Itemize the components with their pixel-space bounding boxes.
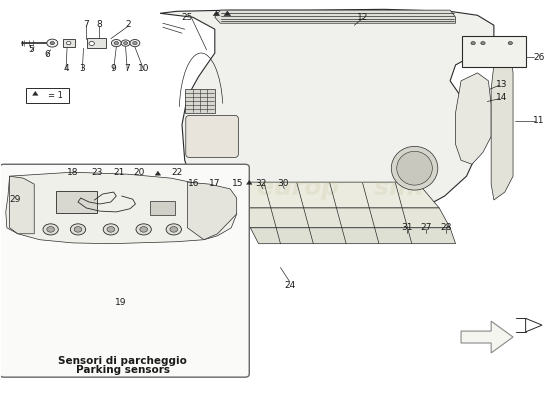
Polygon shape [215, 10, 455, 23]
Text: 16: 16 [188, 179, 200, 188]
Text: 31: 31 [402, 222, 413, 232]
Circle shape [508, 42, 513, 45]
Text: 7: 7 [124, 64, 130, 73]
Circle shape [47, 227, 54, 232]
Circle shape [481, 42, 485, 45]
Text: 21: 21 [113, 168, 125, 178]
Text: 17: 17 [209, 179, 221, 188]
FancyBboxPatch shape [0, 164, 249, 377]
Circle shape [103, 224, 118, 235]
Circle shape [47, 39, 58, 47]
Text: 4: 4 [63, 64, 69, 73]
Circle shape [89, 42, 95, 46]
Text: 27: 27 [420, 222, 432, 232]
Ellipse shape [397, 151, 432, 185]
Text: 24: 24 [284, 280, 295, 290]
Text: 10: 10 [138, 64, 150, 73]
Text: 6: 6 [44, 50, 50, 59]
Polygon shape [9, 176, 34, 234]
Circle shape [471, 42, 475, 45]
Text: 25: 25 [182, 13, 193, 22]
FancyBboxPatch shape [186, 115, 238, 158]
Polygon shape [461, 321, 513, 353]
Text: 22: 22 [171, 168, 182, 178]
Text: = 1: = 1 [48, 91, 63, 100]
Text: 7: 7 [84, 20, 89, 29]
FancyBboxPatch shape [461, 36, 526, 66]
Circle shape [136, 224, 151, 235]
FancyBboxPatch shape [63, 39, 75, 47]
Text: 32: 32 [255, 179, 266, 188]
FancyBboxPatch shape [87, 38, 106, 48]
Polygon shape [236, 208, 450, 228]
Circle shape [140, 227, 147, 232]
Circle shape [112, 40, 121, 47]
Text: 13: 13 [496, 80, 507, 88]
Ellipse shape [391, 146, 438, 190]
Polygon shape [6, 172, 236, 244]
Polygon shape [250, 228, 455, 244]
Circle shape [43, 224, 58, 235]
Circle shape [107, 227, 114, 232]
Circle shape [121, 40, 130, 46]
Text: 11: 11 [533, 116, 544, 125]
Polygon shape [155, 171, 161, 175]
Circle shape [114, 42, 118, 45]
Text: 23: 23 [91, 168, 103, 178]
Text: 18: 18 [67, 168, 78, 178]
Circle shape [166, 224, 182, 235]
Text: europ    sim: europ sim [257, 176, 424, 200]
Polygon shape [218, 182, 439, 208]
Text: 29: 29 [9, 196, 21, 204]
Polygon shape [188, 182, 236, 240]
Polygon shape [213, 11, 220, 16]
Text: 19: 19 [115, 298, 126, 307]
Circle shape [74, 227, 82, 232]
FancyBboxPatch shape [185, 89, 215, 113]
Text: Parking sensors: Parking sensors [76, 365, 170, 375]
Text: 9: 9 [111, 64, 117, 73]
Polygon shape [491, 49, 513, 200]
Polygon shape [160, 9, 494, 224]
Circle shape [133, 42, 137, 45]
Polygon shape [224, 11, 230, 16]
Text: 30: 30 [277, 179, 288, 188]
Text: 26: 26 [533, 52, 544, 62]
Text: 12: 12 [357, 13, 368, 22]
Text: 2: 2 [125, 20, 131, 29]
Text: 3: 3 [80, 64, 85, 73]
Circle shape [50, 42, 54, 45]
Polygon shape [32, 91, 38, 95]
Polygon shape [455, 73, 491, 164]
Text: 8: 8 [96, 20, 102, 29]
FancyBboxPatch shape [26, 88, 69, 103]
Circle shape [170, 227, 178, 232]
Circle shape [70, 224, 86, 235]
Circle shape [130, 40, 140, 47]
Polygon shape [246, 180, 252, 184]
Text: 28: 28 [440, 222, 452, 232]
Circle shape [124, 42, 128, 44]
Text: 15: 15 [232, 179, 244, 188]
Text: 5: 5 [28, 45, 34, 54]
Text: Sensori di parcheggio: Sensori di parcheggio [58, 356, 188, 366]
Text: 20: 20 [134, 168, 145, 178]
FancyBboxPatch shape [56, 191, 97, 213]
Circle shape [67, 42, 71, 45]
FancyBboxPatch shape [150, 201, 175, 215]
Text: 14: 14 [496, 93, 507, 102]
